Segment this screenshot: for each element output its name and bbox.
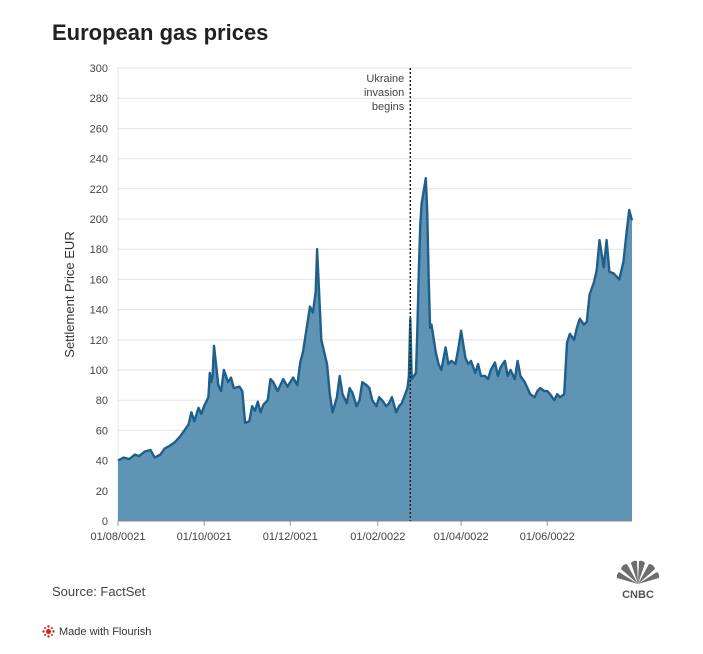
invasion-annotation-text: begins [372, 101, 405, 113]
area-series [117, 177, 634, 521]
y-tick-label: 300 [90, 63, 108, 75]
flourish-label: Made with Flourish [59, 625, 152, 638]
x-tick-label: 01/10/0021 [177, 531, 232, 543]
x-tick-label: 01/02/0022 [350, 531, 405, 543]
y-tick-label: 120 [90, 335, 108, 347]
y-axis-title: Settlement Price EUR [62, 231, 77, 357]
y-tick-label: 220 [90, 184, 108, 196]
annotation: Ukraine invasion begins [364, 68, 412, 521]
y-tick-label: 280 [90, 93, 108, 105]
y-tick-label: 160 [90, 274, 108, 286]
y-tick-label: 140 [90, 305, 108, 317]
price-line [117, 177, 634, 462]
invasion-annotation-text: Ukraine [366, 73, 404, 85]
cnbc-logo-text: CNBC [622, 589, 654, 600]
source-note: Source: FactSet [52, 584, 146, 599]
made-with-flourish-link[interactable]: Made with Flourish [42, 625, 151, 638]
y-tick-label: 40 [96, 456, 108, 468]
y-tick-label: 260 [90, 123, 108, 135]
y-tick-label: 180 [90, 244, 108, 256]
y-tick-label: 60 [96, 425, 108, 437]
x-tick-label: 01/06/0022 [520, 531, 575, 543]
axes: 0 20 40 60 80 100 120 140 160 180 200 220 240 260 280 3… [62, 63, 632, 543]
y-tick-label: 20 [96, 486, 108, 498]
x-tick-label: 01/04/0022 [434, 531, 489, 543]
price-area-fill [118, 178, 632, 521]
y-tick-label: 80 [96, 395, 108, 407]
chart-title: European gas prices [52, 20, 269, 45]
x-tick-label: 01/12/0021 [263, 531, 318, 543]
flourish-logo-icon [42, 625, 55, 638]
y-tick-label: 240 [90, 154, 108, 166]
y-tick-label: 100 [90, 365, 108, 377]
x-tick-label: 01/08/0021 [90, 531, 145, 543]
area-chart: 0 20 40 60 80 100 120 140 160 180 200 220 240 260 280 3… [62, 63, 634, 543]
cnbc-logo: CNBC [616, 560, 660, 600]
y-tick-label: 0 [102, 516, 108, 528]
y-tick-label: 200 [90, 214, 108, 226]
invasion-annotation-text: invasion [364, 87, 404, 99]
